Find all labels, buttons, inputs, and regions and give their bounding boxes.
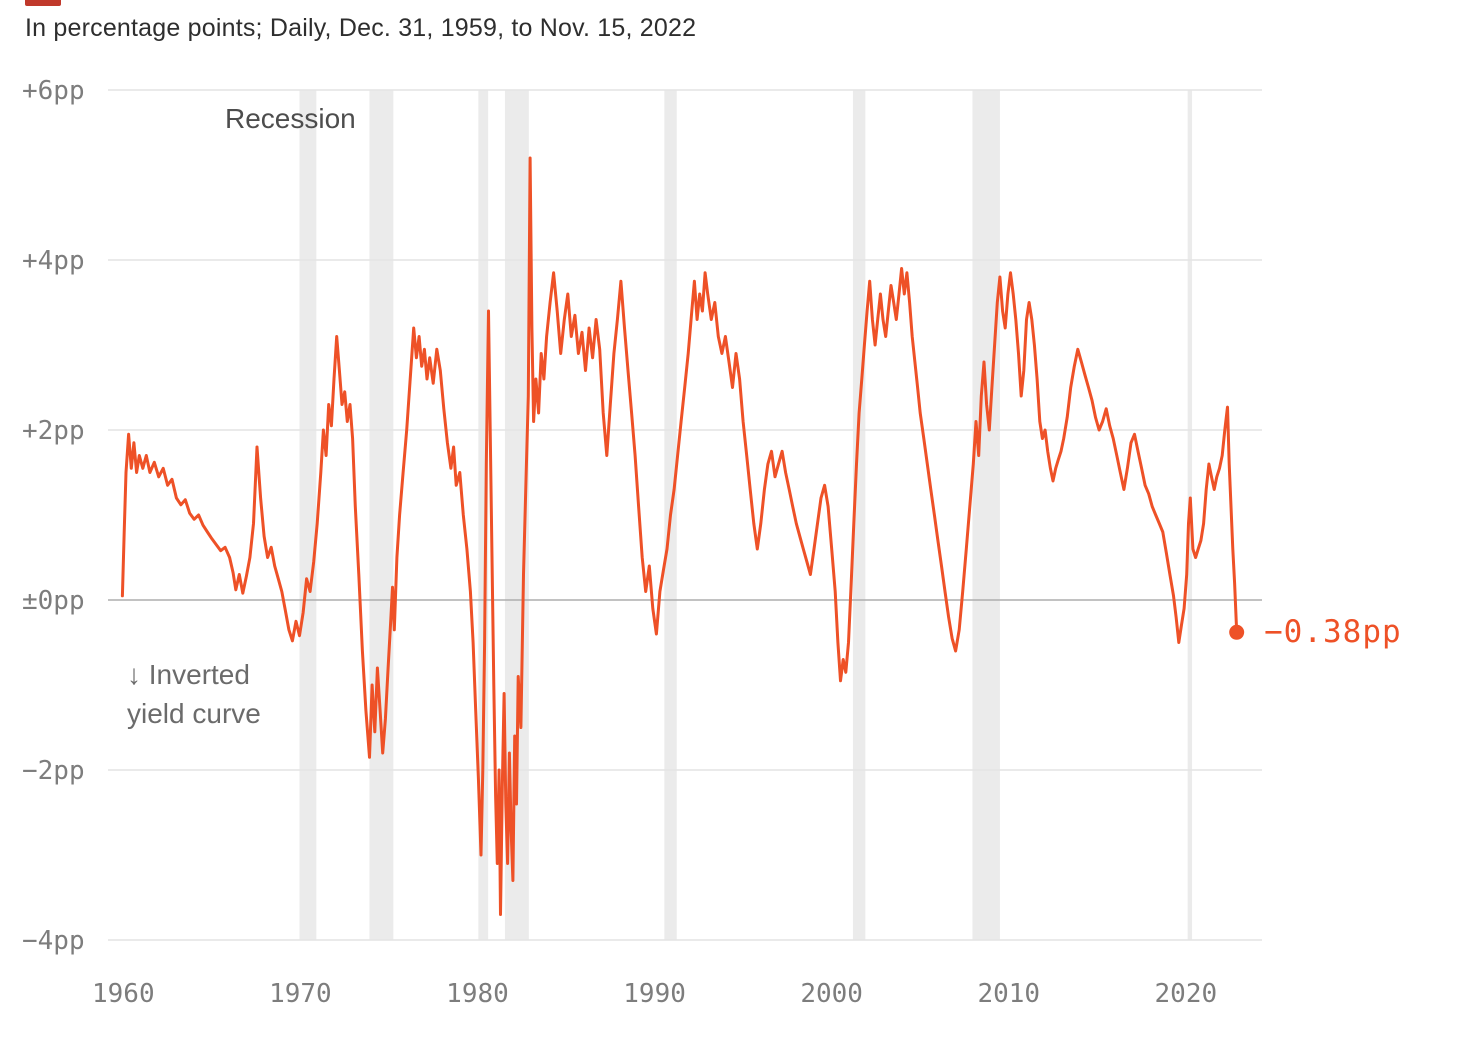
recession-annotation: Recession <box>225 103 356 134</box>
chart-subtitle: In percentage points; Daily, Dec. 31, 19… <box>25 14 697 42</box>
x-axis-tick-label: 1970 <box>269 979 332 1009</box>
y-axis-tick-label: +6pp <box>22 76 85 106</box>
x-axis-tick-label: 2000 <box>800 979 863 1009</box>
y-axis-tick-label: +4pp <box>22 246 85 276</box>
x-axis-tick-label: 2010 <box>977 979 1040 1009</box>
x-axis-tick-label: 1990 <box>623 979 686 1009</box>
x-axis-tick-label: 2020 <box>1155 979 1218 1009</box>
y-axis-tick-label: −4pp <box>22 926 85 956</box>
recession-band <box>369 90 394 940</box>
recession-band <box>852 90 866 940</box>
x-axis-tick-label: 1980 <box>446 979 509 1009</box>
recession-band <box>972 90 1000 940</box>
x-axis-tick-label: 1960 <box>92 979 155 1009</box>
y-axis-tick-label: ±0pp <box>22 586 85 616</box>
cropped-text-fragment <box>25 0 61 6</box>
inverted-yield-curve-annotation: ↓ Inverted yield curve <box>127 659 261 729</box>
recession-band <box>299 90 317 940</box>
y-axis-tick-label: −2pp <box>22 756 85 786</box>
yield-spread-line <box>120 156 1239 916</box>
latest-value-dot <box>1229 624 1245 640</box>
recession-band <box>504 90 529 940</box>
latest-value-label: −0.38pp <box>1264 614 1402 650</box>
y-axis-tick-label: +2pp <box>22 416 85 446</box>
recession-band <box>478 90 489 940</box>
